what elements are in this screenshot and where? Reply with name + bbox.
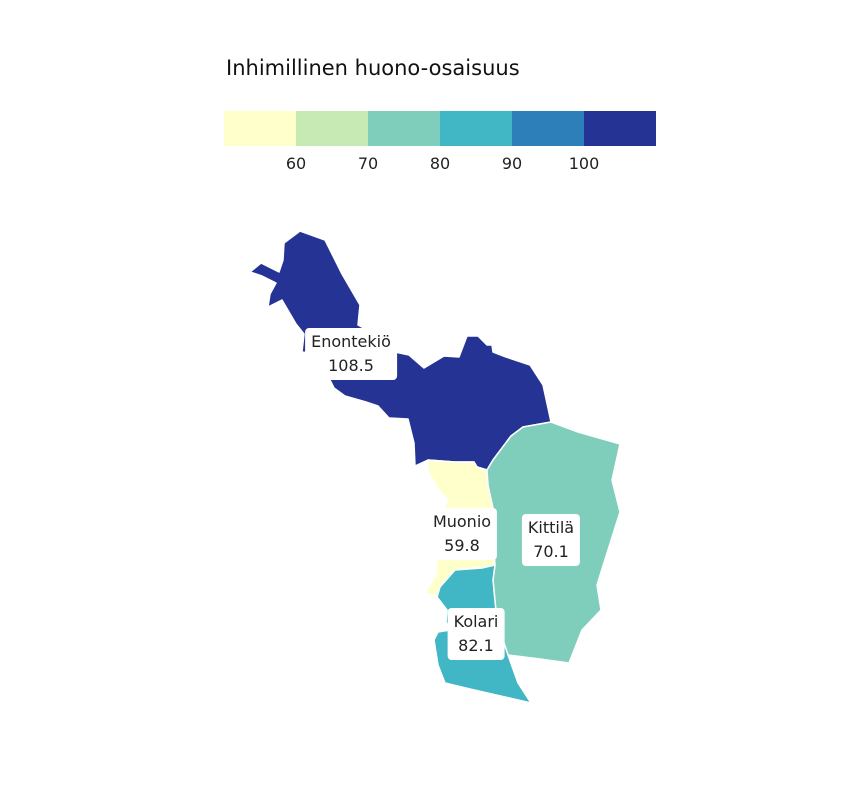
region-label-muonio: Muonio 59.8 [426, 508, 498, 560]
color-legend [224, 111, 656, 146]
legend-tick: 60 [285, 154, 307, 173]
region-name: Enontekiö [311, 332, 391, 351]
legend-swatch [224, 111, 296, 146]
legend-tick: 80 [429, 154, 451, 173]
region-name: Muonio [432, 512, 492, 531]
legend-swatch [584, 111, 656, 146]
region-value: 82.1 [458, 636, 494, 655]
region-label-kittila: Kittilä 70.1 [521, 514, 581, 566]
region-name: Kolari [453, 612, 499, 631]
region-enontekio[interactable] [249, 230, 552, 471]
legend-tick: 70 [357, 154, 379, 173]
legend-swatch [512, 111, 584, 146]
region-value: 108.5 [328, 356, 374, 375]
region-value: 59.8 [444, 536, 480, 555]
region-label-kolari: Kolari 82.1 [447, 608, 505, 660]
region-label-enontekio: Enontekiö 108.5 [305, 328, 397, 380]
region-name: Kittilä [527, 518, 575, 537]
legend-swatch [440, 111, 512, 146]
region-value: 70.1 [533, 542, 569, 561]
legend-tick: 100 [568, 154, 600, 173]
legend-tick: 90 [501, 154, 523, 173]
legend-swatch [296, 111, 368, 146]
legend-title: Inhimillinen huono-osaisuus [226, 56, 520, 80]
legend-swatch [368, 111, 440, 146]
